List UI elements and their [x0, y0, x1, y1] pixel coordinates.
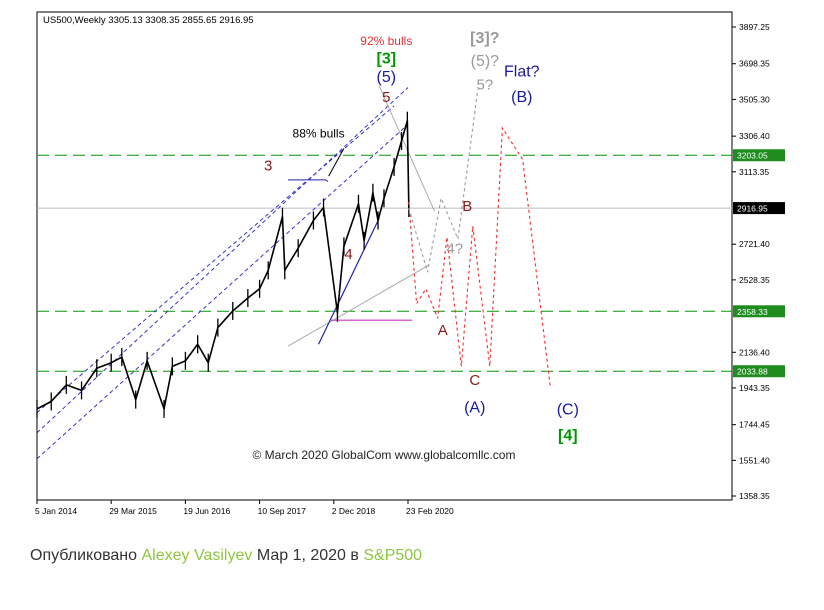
y-tick-label: 1744.45: [739, 420, 770, 430]
level-tag: [733, 365, 785, 378]
caption-date: Мар 1, 2020 в: [256, 547, 359, 564]
publication-caption: Опубликовано Alexey Vasilyev Мар 1, 2020…: [30, 547, 422, 565]
x-tick-label: 2 Dec 2018: [332, 506, 376, 516]
x-tick-label: 23 Feb 2020: [406, 506, 454, 516]
author-link[interactable]: Alexey Vasilyev: [141, 547, 253, 564]
y-tick-label: 3698.35: [739, 59, 770, 69]
annotation-label: 88% bulls: [293, 126, 345, 140]
wave3-top-line: [288, 179, 329, 183]
annotation-label: 92% bulls: [360, 34, 412, 48]
annotation-label: 3: [264, 158, 272, 175]
y-tick-label: 3306.40: [739, 131, 770, 141]
annotation-label: (A): [464, 400, 485, 417]
level-tag: [733, 149, 785, 162]
support-line: [287, 264, 430, 347]
level-label: 2358.33: [737, 307, 768, 317]
chart-title: US500,Weekly 3305.13 3308.35 2855.65 291…: [43, 15, 254, 26]
annotation-label: (5): [377, 69, 397, 86]
level-label: 2033.88: [737, 367, 768, 377]
y-tick-label: 1551.40: [739, 455, 770, 465]
annotation-label: B: [462, 198, 472, 215]
x-tick-label: 5 Jan 2014: [35, 506, 77, 516]
y-tick-label: 1358.35: [739, 491, 770, 501]
projection-grey-line: [408, 89, 479, 273]
price-line: [36, 119, 410, 410]
x-tick-label: 19 Jun 2016: [183, 506, 230, 516]
y-tick-label: 1943.35: [739, 383, 770, 393]
y-tick-label: 3897.25: [739, 22, 770, 32]
annotation-label: [3]: [377, 50, 397, 67]
level-tag: [733, 305, 785, 318]
annotation-label: C: [469, 372, 480, 389]
level-label: 2916.95: [737, 204, 768, 214]
annotation-pointer: [328, 148, 345, 177]
y-tick-label: 2721.40: [739, 239, 770, 249]
annotation-label: (C): [557, 401, 579, 418]
level-label: 3203.05: [737, 151, 768, 161]
y-tick-label: 3505.30: [739, 94, 770, 104]
y-tick-label: 2136.40: [739, 347, 770, 357]
channel-line: [36, 105, 395, 413]
annotation-label: 4?: [446, 241, 463, 258]
x-tick-label: 29 Mar 2015: [109, 506, 157, 516]
resistance-line: [378, 85, 435, 212]
annotation-label: 5?: [477, 76, 494, 93]
level-tag: [733, 202, 785, 215]
annotation-label: Flat?: [504, 63, 540, 80]
chart-svg: US500,Weekly 3305.13 3308.35 2855.65 291…: [35, 11, 785, 516]
caption-prefix: Опубликовано: [30, 547, 138, 564]
y-tick-label: 2528.35: [739, 275, 770, 285]
trend-line: [318, 218, 380, 345]
channel-line: [36, 124, 409, 460]
chart: US500,Weekly 3305.13 3308.35 2855.65 291…: [35, 11, 785, 516]
projection-red-line: [408, 126, 551, 387]
annotation-label: 5: [382, 89, 390, 106]
plot-frame: [36, 11, 733, 501]
annotation-label: A: [438, 322, 448, 339]
annotation-label: [3]?: [470, 30, 499, 47]
annotation-label: © March 2020 GlobalCom www.globalcomllc.…: [253, 448, 516, 462]
symbol-link[interactable]: S&P500: [363, 547, 423, 564]
annotation-label: (B): [511, 89, 532, 106]
y-tick-label: 3113.35: [739, 167, 769, 177]
annotation-label: (5)?: [471, 53, 500, 70]
annotation-label: 4: [344, 246, 352, 263]
annotation-label: [4]: [558, 427, 578, 444]
x-tick-label: 10 Sep 2017: [258, 506, 306, 516]
channel-line: [36, 87, 409, 434]
